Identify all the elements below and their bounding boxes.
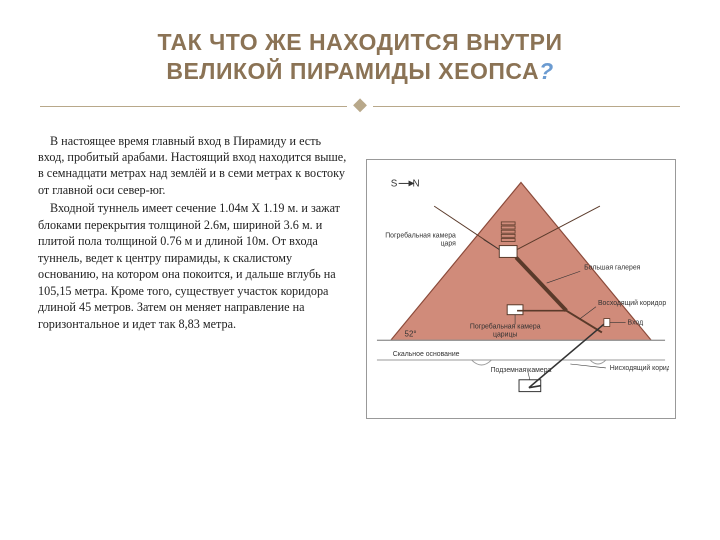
svg-text:Подземная камера: Подземная камера bbox=[491, 366, 552, 373]
svg-text:N: N bbox=[412, 178, 419, 189]
svg-text:Скальное основание: Скальное основание bbox=[393, 351, 460, 358]
ornament-diamond: ◆ bbox=[347, 94, 373, 115]
title-ornament: ◆ bbox=[0, 96, 720, 117]
ornament-line-right bbox=[373, 106, 680, 107]
svg-text:Восходящий коридор: Восходящий коридор bbox=[598, 298, 666, 306]
svg-text:Вход: Вход bbox=[628, 319, 644, 326]
svg-text:S: S bbox=[391, 178, 398, 189]
ornament-line-left bbox=[40, 106, 347, 107]
pyramid-svg: SN52°Погребальная камерацаряБольшая гале… bbox=[373, 166, 669, 412]
paragraph-2: Входной туннель имеет сечение 1.04м X 1.… bbox=[38, 200, 348, 332]
paragraph-1: В настоящее время главный вход в Пирамид… bbox=[38, 133, 348, 199]
body-text-column: В настоящее время главный вход в Пирамид… bbox=[38, 133, 348, 419]
svg-text:Большая галерея: Большая галерея bbox=[584, 264, 641, 271]
title-line-2: ВЕЛИКОЙ ПИРАМИДЫ ХЕОПСА bbox=[166, 58, 539, 84]
title-question-mark: ? bbox=[539, 58, 554, 84]
figure-column: SN52°Погребальная камерацаряБольшая гале… bbox=[366, 133, 690, 419]
slide-title: ТАК ЧТО ЖЕ НАХОДИТСЯ ВНУТРИ ВЕЛИКОЙ ПИРА… bbox=[0, 0, 720, 86]
svg-text:Нисходящий коридор: Нисходящий коридор bbox=[610, 363, 669, 371]
content-row: В настоящее время главный вход в Пирамид… bbox=[0, 133, 720, 419]
pyramid-diagram: SN52°Погребальная камерацаряБольшая гале… bbox=[366, 159, 676, 419]
svg-text:52°: 52° bbox=[405, 329, 417, 338]
title-line-1: ТАК ЧТО ЖЕ НАХОДИТСЯ ВНУТРИ bbox=[157, 29, 562, 55]
